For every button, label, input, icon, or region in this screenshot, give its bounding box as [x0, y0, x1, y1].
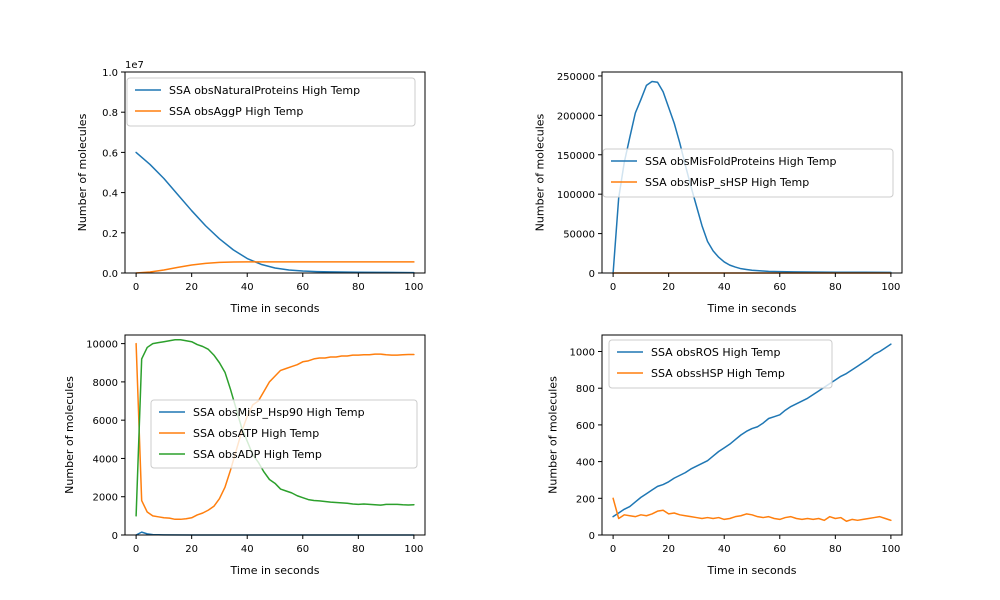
y-tick-label: 0	[112, 531, 118, 542]
y-tick-label: 250000	[557, 72, 595, 83]
axes-frame	[601, 334, 903, 536]
y-tick-label: 50000	[563, 230, 595, 241]
series-line-2	[135, 342, 415, 521]
series-line-1	[612, 343, 892, 518]
legend-label: SSA obssHSP High Temp	[651, 367, 785, 380]
legend: SSA obsMisP_Hsp90 High Temp SSA obsATP Hi…	[150, 399, 418, 469]
legend-label: SSA obsMisFoldProteins High Temp	[645, 155, 837, 168]
x-tick-label: 60	[296, 544, 309, 555]
y-tick-label: 0	[589, 269, 595, 280]
y-tick-label: 800	[576, 384, 595, 395]
legend-box	[608, 339, 833, 389]
series-line-1	[612, 80, 892, 274]
x-axis-label: Time in seconds	[230, 302, 320, 315]
legend-label: SSA obsNaturalProteins High Temp	[169, 84, 360, 97]
y-tick-label: 8000	[93, 378, 118, 389]
y-tick-label: 150000	[557, 151, 595, 162]
x-tick-label: 20	[662, 282, 675, 293]
x-tick-label: 100	[881, 544, 900, 555]
axes-frame	[124, 71, 426, 274]
y-tick-label: 0	[589, 531, 595, 542]
x-tick-label: 100	[404, 544, 423, 555]
y-tick-label: 200	[576, 494, 595, 505]
y-tick-label: 4000	[93, 454, 118, 465]
legend-label: SSA obsATP High Temp	[193, 427, 319, 440]
legend-label: SSA obsROS High Temp	[651, 346, 781, 359]
x-axis-label: Time in seconds	[707, 564, 797, 577]
y-tick-label: 0.0	[102, 269, 118, 280]
y-offset-label: 1e7	[125, 60, 144, 71]
y-tick-label: 0.6	[102, 148, 118, 159]
legend: SSA obsNaturalProteins High Temp SSA obsA…	[126, 77, 416, 127]
y-axis-label: Number of molecules	[534, 113, 547, 231]
x-tick-label: 80	[829, 544, 842, 555]
y-tick-label: 1.0	[102, 68, 118, 79]
x-tick-label: 20	[185, 282, 198, 293]
y-tick-label: 1000	[570, 348, 595, 359]
x-tick-label: 60	[773, 544, 786, 555]
x-tick-label: 40	[718, 544, 731, 555]
x-axis-label: Time in seconds	[230, 564, 320, 577]
legend-label: SSA obsMisP_sHSP High Temp	[645, 176, 809, 189]
series-line-1	[135, 151, 415, 274]
y-tick-label: 0.8	[102, 108, 118, 119]
legend-label: SSA obsAggP High Temp	[169, 105, 303, 118]
x-axis-label: Time in seconds	[707, 302, 797, 315]
x-tick-label: 0	[133, 282, 139, 293]
y-tick-label: 2000	[93, 493, 118, 504]
x-tick-label: 80	[352, 282, 365, 293]
y-tick-label: 600	[576, 421, 595, 432]
x-tick-label: 40	[718, 282, 731, 293]
y-axis-label: Number of molecules	[63, 376, 76, 494]
x-tick-label: 0	[133, 544, 139, 555]
x-tick-label: 60	[296, 282, 309, 293]
x-tick-label: 40	[241, 544, 254, 555]
legend-label: SSA obsMisP_Hsp90 High Temp	[193, 406, 365, 419]
subplot-2: 0 20 40 60 80 100 0 50000 100000 150000 200000 2500…	[534, 71, 903, 315]
x-tick-label: 80	[352, 544, 365, 555]
y-tick-label: 200000	[557, 111, 595, 122]
legend: SSA obsROS High Temp SSA obssHSP High Tem…	[608, 339, 833, 389]
series-line-2	[612, 497, 892, 522]
y-tick-label: 0.4	[102, 189, 118, 200]
x-tick-label: 0	[610, 282, 616, 293]
legend-box	[150, 399, 418, 469]
y-tick-label: 10000	[86, 340, 118, 351]
y-tick-label: 400	[576, 458, 595, 469]
series-line-3	[135, 339, 415, 517]
x-tick-label: 0	[610, 544, 616, 555]
x-tick-label: 60	[773, 282, 786, 293]
x-tick-label: 40	[241, 282, 254, 293]
y-axis-label: Number of molecules	[76, 113, 89, 231]
x-tick-label: 100	[404, 282, 423, 293]
subplot-3: 0 20 40 60 80 100 0 2000 4000 6000 8000 10000 Time i…	[63, 334, 426, 577]
y-axis-label: Number of molecules	[546, 376, 559, 494]
y-tick-label: 0.2	[102, 229, 118, 240]
legend: SSA obsMisFoldProteins High Temp SSA obsM…	[602, 148, 894, 198]
axes-frame	[124, 334, 426, 536]
legend-label: SSA obsADP High Temp	[193, 448, 322, 461]
x-tick-label: 100	[881, 282, 900, 293]
series-line-2	[135, 261, 415, 274]
x-tick-label: 20	[662, 544, 675, 555]
x-tick-label: 20	[185, 544, 198, 555]
x-tick-label: 80	[829, 282, 842, 293]
legend-box	[602, 148, 894, 198]
subplot-1: 0 20 40 60 80 100 0.0 0.2 0.4 0.6 0.8 1.0 1e7 Time in…	[76, 60, 426, 315]
y-tick-label: 6000	[93, 416, 118, 427]
legend-box	[126, 77, 416, 127]
y-tick-label: 100000	[557, 190, 595, 201]
axes-frame	[601, 71, 903, 274]
